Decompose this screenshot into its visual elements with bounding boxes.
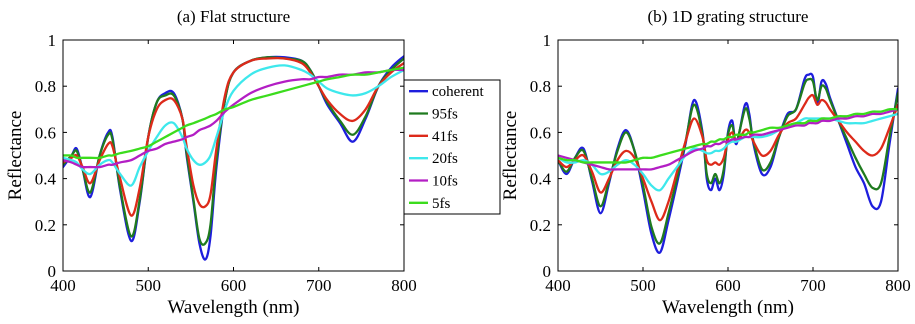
- y-tick-label: 0.6: [530, 123, 551, 142]
- x-tick-label: 500: [630, 276, 656, 295]
- legend: coherent 95fs 41fs 20fs 10fs 5fs: [403, 79, 501, 215]
- y-tick-label: 0: [48, 262, 57, 281]
- y-tick-label: 0.2: [35, 216, 56, 235]
- x-tick-label: 500: [136, 276, 162, 295]
- y-tick-label: 0.8: [530, 77, 551, 96]
- x-tick-label: 800: [885, 276, 911, 295]
- y-tick-label: 0.6: [35, 123, 56, 142]
- legend-label-10fs: 10fs: [432, 174, 458, 190]
- legend-label-41fs: 41fs: [432, 129, 458, 145]
- y-axis-label: Reflectance: [5, 111, 26, 201]
- y-tick-label: 0.4: [530, 170, 552, 189]
- x-tick-label: 400: [545, 276, 571, 295]
- series-line-95fs: [558, 77, 898, 245]
- series-line-coherent: [63, 55, 404, 261]
- x-tick-label: 700: [800, 276, 826, 295]
- y-tick-label: 0.2: [530, 216, 551, 235]
- x-axis-label: Wavelength (nm): [662, 297, 794, 318]
- panel-a: (a) Flat structure 400 500 600 700 800 0 0.2 0.4…: [5, 7, 501, 318]
- plot-frame: [557, 39, 899, 272]
- y-axis-label: Reflectance: [500, 111, 521, 201]
- series-line-5fs: [558, 107, 898, 164]
- chart-title: (b) 1D grating structure: [648, 7, 809, 26]
- series-line-10fs: [558, 108, 898, 171]
- series-lines: [558, 72, 898, 254]
- x-tick-label: 400: [50, 276, 76, 295]
- chart-title: (a) Flat structure: [177, 7, 290, 26]
- series-line-5fs: [63, 66, 404, 160]
- y-tick-label: 1: [48, 31, 57, 50]
- y-tick-label: 0: [543, 262, 552, 281]
- legend-label-95fs: 95fs: [432, 107, 458, 123]
- legend-label-20fs: 20fs: [432, 151, 458, 167]
- panel-b: (b) 1D grating structure 400 500 600 700 800 0…: [500, 7, 911, 318]
- series-line-41fs: [558, 93, 898, 222]
- y-tick-label: 0.4: [35, 170, 57, 189]
- x-tick-label: 600: [715, 276, 741, 295]
- series-line-41fs: [63, 56, 404, 217]
- x-tick-label: 600: [221, 276, 247, 295]
- y-tick-label: 0.8: [35, 77, 56, 96]
- legend-box: [403, 79, 501, 215]
- series-line-95fs: [63, 56, 404, 246]
- x-axis-label: Wavelength (nm): [168, 297, 300, 318]
- series-line-10fs: [63, 68, 404, 169]
- series-lines: [63, 55, 404, 261]
- legend-label-5fs: 5fs: [432, 196, 450, 212]
- y-tick-label: 1: [543, 31, 552, 50]
- x-tick-label: 800: [391, 276, 417, 295]
- series-line-20fs: [63, 64, 404, 187]
- x-tick-label: 700: [306, 276, 332, 295]
- legend-label-coherent: coherent: [432, 84, 484, 100]
